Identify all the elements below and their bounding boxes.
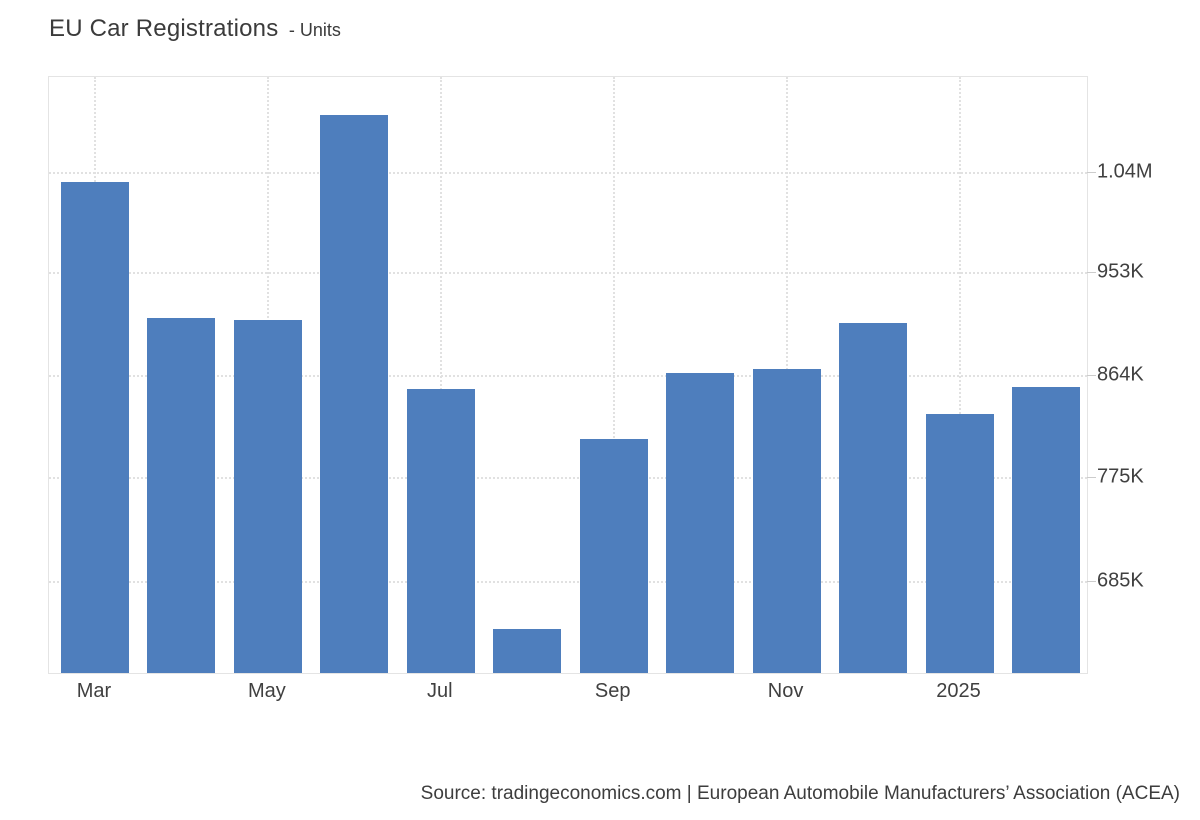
y-axis-tick-label: 1.04M (1097, 160, 1153, 183)
y-axis-tick-label: 864K (1097, 363, 1144, 386)
bar-oct-2024[interactable] (666, 373, 735, 673)
h-gridline (49, 477, 1087, 480)
x-axis-tick-label: Mar (76, 680, 112, 702)
bar-apr-2024[interactable] (147, 317, 216, 673)
bar-jun-2024[interactable] (320, 115, 389, 673)
bar-jan-2025[interactable] (925, 413, 994, 673)
y-axis-tick-label: 953K (1097, 260, 1144, 283)
h-gridline (49, 580, 1087, 583)
y-axis-tick (1087, 171, 1096, 173)
bar-mar-2024[interactable] (61, 181, 129, 673)
bar-sep-2024[interactable] (579, 438, 648, 673)
x-axis-tick-label: Nov (767, 680, 804, 702)
y-axis-tick (1087, 271, 1096, 273)
x-axis-tick-label: 2025 (936, 680, 981, 702)
chart-title: EU Car Registrations - Units (49, 15, 341, 43)
bar-dec-2024[interactable] (839, 322, 908, 673)
bar-feb-2025[interactable] (1011, 387, 1080, 673)
y-axis-tick (1087, 477, 1096, 479)
plot-area (48, 76, 1088, 674)
x-axis-tick-label: Sep (594, 680, 631, 702)
h-gridline (49, 171, 1087, 174)
chart-subtitle-text: - Units (288, 20, 341, 40)
x-axis-tick-label: Jul (427, 680, 453, 702)
y-axis-tick-label: 775K (1097, 465, 1144, 488)
y-axis-tick-label: 685K (1097, 569, 1144, 592)
h-gridline (49, 271, 1087, 274)
bar-aug-2024[interactable] (493, 629, 562, 673)
y-axis-tick (1087, 374, 1096, 376)
bar-nov-2024[interactable] (752, 368, 821, 673)
bar-jul-2024[interactable] (406, 389, 475, 673)
source-attribution: Source: tradingeconomics.com | European … (420, 783, 1180, 804)
bar-may-2024[interactable] (233, 320, 302, 673)
h-gridline (49, 374, 1087, 377)
chart-title-text: EU Car Registrations (49, 15, 279, 42)
y-axis-tick (1087, 580, 1096, 582)
x-axis-tick-label: May (247, 680, 286, 702)
